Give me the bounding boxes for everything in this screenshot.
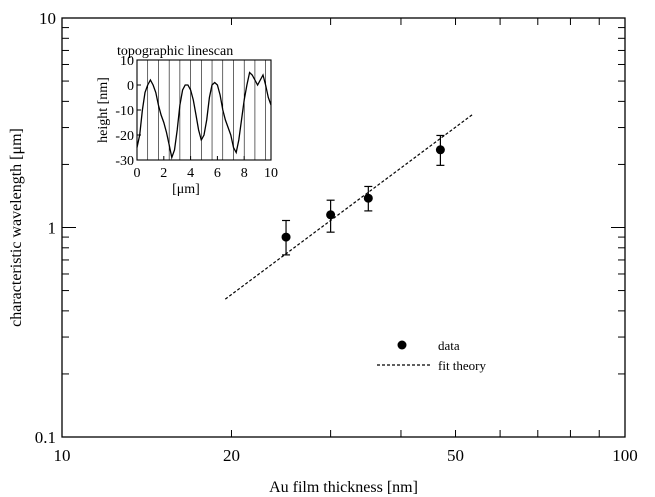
inset-y-axis-label: height [nm] bbox=[96, 77, 111, 143]
data-point bbox=[326, 210, 336, 220]
inset-x-tick-label: 8 bbox=[241, 166, 248, 181]
x-tick-label: 10 bbox=[54, 446, 71, 465]
inset-y-tick-label: -20 bbox=[115, 129, 134, 144]
y-tick-label: 10 bbox=[39, 9, 56, 28]
inset-x-tick-label: 10 bbox=[264, 166, 278, 181]
inset-title: topographic linescan bbox=[117, 44, 233, 59]
x-axis-label: Au film thickness [nm] bbox=[269, 479, 418, 496]
inset-linescan-curve bbox=[136, 71, 272, 160]
data-point bbox=[281, 232, 291, 242]
y-tick-label: 0.1 bbox=[35, 428, 56, 447]
inset-y-tick-label: 10 bbox=[120, 54, 134, 69]
y-axis-label: characteristic wavelength [μm] bbox=[8, 128, 25, 327]
inset-x-tick-label: 6 bbox=[214, 166, 221, 181]
inset-y-tick-label: -30 bbox=[115, 154, 134, 169]
inset-background bbox=[135, 58, 273, 162]
inset-x-tick-label: 0 bbox=[134, 166, 141, 181]
y-tick-label: 1 bbox=[48, 219, 57, 238]
x-tick-label: 50 bbox=[447, 446, 464, 465]
inset-x-tick-label: 4 bbox=[187, 166, 194, 181]
inset-y-tick-label: 0 bbox=[127, 79, 134, 94]
legend-label-fit: fit theory bbox=[438, 358, 487, 373]
fit-theory-line bbox=[224, 114, 473, 300]
inset-x-tick-label: 2 bbox=[160, 166, 167, 181]
data-point bbox=[435, 145, 445, 155]
data-point bbox=[363, 193, 373, 203]
x-tick-label: 100 bbox=[612, 446, 638, 465]
inset-y-tick-label: -10 bbox=[115, 104, 134, 119]
legend-marker-data bbox=[397, 340, 407, 350]
inset-x-axis-label: [μm] bbox=[172, 182, 200, 197]
x-tick-label: 20 bbox=[223, 446, 240, 465]
legend-label-data: data bbox=[438, 338, 460, 353]
